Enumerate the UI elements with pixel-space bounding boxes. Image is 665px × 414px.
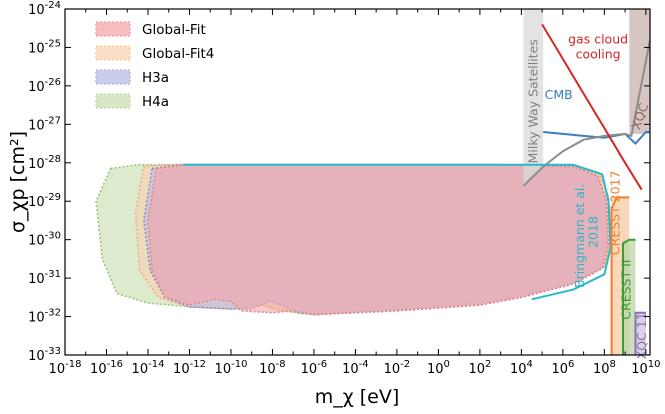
x-tick-label: 102 — [468, 359, 491, 377]
legend: Global-Fit Global-Fit4 H3a H4a — [95, 21, 214, 110]
y-tick-label: 10-32 — [28, 308, 61, 326]
annotation-cresst-ii: CRESST II — [619, 260, 634, 320]
x-axis: 10-18 10-16 10-14 10-12 10-10 10-8 10-6 10-4 10-… — [49, 9, 661, 377]
x-tick-label: 106 — [551, 359, 574, 377]
legend-swatch-h4a — [95, 93, 131, 109]
annotation-2018: 2018 — [586, 216, 601, 248]
overlay-xqc — [629, 9, 650, 134]
y-tick-label: 10-29 — [28, 192, 61, 210]
y-tick-label: 10-24 — [28, 0, 61, 18]
curve-cresst-ii — [622, 238, 636, 355]
legend-label-global-fit4: Global-Fit4 — [142, 46, 214, 62]
legend-label-h3a: H3a — [142, 70, 169, 86]
x-tick-label: 100 — [427, 359, 450, 377]
x-tick-label: 10-6 — [301, 359, 328, 377]
x-tick-label: 10-14 — [132, 359, 165, 377]
overlay-cresst-ii — [623, 239, 636, 355]
legend-label-h4a: H4a — [142, 94, 169, 110]
annotation-cresst-2017: CRESST 2017 — [607, 170, 622, 255]
x-tick-label: 108 — [593, 359, 616, 377]
y-tick-label: 10-27 — [28, 115, 61, 133]
x-tick-label: 10-4 — [342, 359, 369, 377]
curve-xqc-lower — [634, 311, 646, 355]
legend-swatch-h3a — [95, 69, 131, 85]
data-regions — [95, 163, 612, 316]
annotation-milky-way-satellites: Milky Way Satellites — [525, 39, 540, 163]
legend-label-global-fit: Global-Fit — [142, 22, 206, 38]
region-global-fit — [147, 163, 610, 316]
y-axis-title: σ_χp [cm²] — [7, 131, 29, 233]
y-tick-label: 10-28 — [28, 154, 61, 172]
x-tick-label: 1010 — [631, 359, 660, 377]
annotation-gas-cloud: gas cloud — [568, 31, 628, 46]
x-tick-label: 10-2 — [384, 359, 411, 377]
x-tick-label: 10-18 — [49, 359, 82, 377]
x-tick-label: 10-8 — [259, 359, 286, 377]
y-tick-label: 10-26 — [28, 77, 61, 95]
x-axis-title: m_χ [eV] — [315, 386, 400, 408]
x-tick-label: 10-12 — [173, 359, 206, 377]
y-tick-label: 10-30 — [28, 231, 61, 249]
plot-frame — [64, 8, 651, 356]
y-axis: 10-33 10-32 10-31 10-30 10-29 10-28 10-27 10-26… — [28, 0, 650, 364]
x-tick-label: 10-10 — [215, 359, 248, 377]
y-tick-label: 10-25 — [28, 38, 61, 56]
legend-swatch-global-fit4 — [95, 45, 131, 61]
y-tick-label: 10-33 — [28, 346, 61, 364]
annotation-cooling: cooling — [576, 47, 621, 62]
overlay-regions — [523, 9, 650, 355]
y-tick-label: 10-31 — [28, 269, 61, 287]
overlay-xqc-lower — [635, 312, 646, 355]
overlay-milky-way-satellites — [523, 9, 544, 186]
curve-gas-cloud-cooling — [541, 23, 643, 191]
curve-cresst-2017 — [610, 196, 630, 355]
constraint-curves — [183, 23, 650, 355]
annotation-cmb: CMB — [545, 87, 573, 102]
legend-swatch-global-fit — [95, 21, 131, 37]
x-tick-label: 104 — [510, 359, 533, 377]
annotation-bringmann-et-al: Bringmann et al. — [572, 184, 587, 288]
curve-bringmann-et-al-2018 — [183, 163, 612, 301]
annotation-xqc-11: XQC 11 — [634, 312, 649, 359]
x-tick-label: 10-16 — [90, 359, 123, 377]
